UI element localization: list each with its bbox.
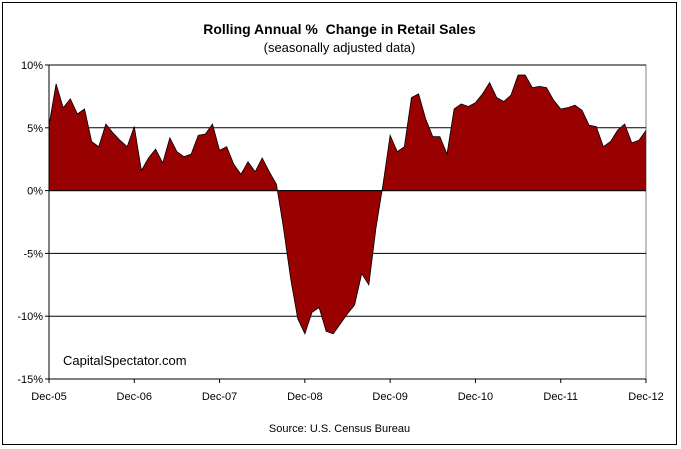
y-tick-label: -5% (23, 248, 43, 260)
x-tick-label: Dec-05 (31, 391, 66, 403)
area-series (49, 75, 646, 334)
y-tick-label: -15% (17, 374, 43, 386)
y-tick-label: 5% (27, 123, 43, 135)
x-tick-label: Dec-10 (458, 391, 493, 403)
x-tick-label: Dec-11 (543, 391, 578, 403)
y-tick-label: 0% (27, 186, 43, 198)
watermark-text: CapitalSpectator.com (63, 353, 187, 368)
chart-title: Rolling Annual % Change in Retail Sales (203, 21, 476, 37)
plot-area: 10% 5% 0% -5% -10% -15% Dec-05 Dec-06 Dec-07 Dec-… (17, 60, 663, 403)
x-tick-label: Dec-07 (202, 391, 237, 403)
x-tick-label: Dec-06 (117, 391, 152, 403)
chart-frame: Rolling Annual % Change in Retail Sales … (2, 2, 677, 445)
series-outline (48, 74, 647, 335)
chart-subtitle: (seasonally adjusted data) (263, 40, 416, 55)
source-note: Source: U.S. Census Bureau (268, 423, 411, 435)
y-tick-label: 10% (21, 60, 43, 72)
y-tick-label: -10% (17, 311, 43, 323)
x-tick-label: Dec-12 (628, 391, 663, 403)
x-tick-label: Dec-08 (287, 391, 322, 403)
x-tick-label: Dec-09 (372, 391, 407, 403)
